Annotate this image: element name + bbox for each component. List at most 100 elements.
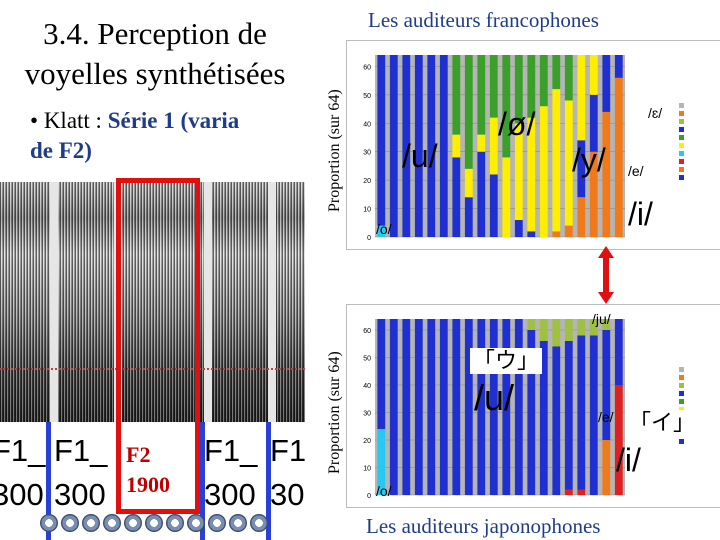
y-tick-label: 30 (363, 150, 371, 157)
chart-japonophones-ylabel: Proportion (sur 64) (326, 351, 343, 474)
bar-segment (589, 151, 598, 237)
film-reel-strip (40, 514, 290, 536)
bar-segment (464, 197, 473, 237)
reel-icon (250, 514, 268, 532)
bar-segment (539, 319, 548, 341)
spectrogram-gap (50, 182, 58, 422)
vowel-label-u: /u/ (402, 138, 438, 174)
bar-segment (477, 55, 486, 135)
bar-segment (589, 94, 598, 152)
bar-segment (577, 197, 586, 237)
bar-segment (489, 319, 498, 495)
vowel-label-i-jp: /i/ (616, 442, 641, 478)
bar-segment (377, 55, 386, 226)
bar-segment (564, 489, 573, 495)
bar-segment (427, 55, 436, 237)
vowel-label-ju-jp: /ju/ (592, 311, 611, 327)
bar-segment (439, 55, 448, 237)
bar-segment (589, 55, 598, 95)
bar-segment (452, 134, 461, 158)
legend-swatch (679, 127, 684, 132)
bar-segment (564, 341, 573, 490)
bar-segment (577, 140, 586, 198)
spectrogram-cell: F1_ (54, 433, 108, 468)
legend-swatch (679, 143, 684, 148)
legend-swatch (679, 159, 684, 164)
chart-francophones-title: Les auditeurs francophones (368, 8, 599, 32)
legend-swatch (679, 135, 684, 140)
bar-segment (502, 157, 511, 237)
y-tick-label: 10 (363, 207, 371, 214)
bar-segment (452, 319, 461, 495)
y-tick-label: 60 (363, 328, 371, 335)
chart-japonophones-svg: 0 10 20 30 40 50 60 (363, 319, 684, 500)
bar-segment (464, 55, 473, 169)
vowel-label-u-jp: /u/ (474, 377, 515, 418)
bar-segment (439, 319, 448, 495)
y-tick-label: 30 (363, 411, 371, 418)
bar-segment (577, 489, 586, 495)
bar-segment (514, 319, 523, 495)
y-tick-label: 10 (363, 466, 371, 473)
bar-segment (602, 330, 611, 440)
legend-swatch (679, 119, 684, 124)
bar-segment (564, 55, 573, 101)
legend-swatch (679, 383, 684, 388)
spectrogram-cell: F1 (270, 433, 305, 468)
reel-icon (82, 514, 100, 532)
reel-icon (145, 514, 163, 532)
bar-segment (489, 174, 498, 237)
bar-segment (614, 55, 623, 78)
spectrogram-gap (268, 182, 276, 422)
formant-dotted-line (0, 368, 305, 370)
legend-swatch (679, 367, 684, 372)
chart-japonophones: 0 10 20 30 40 50 60 (346, 304, 720, 508)
bar-segment (489, 117, 498, 175)
reel-icon (61, 514, 79, 532)
bar-segment (527, 117, 536, 232)
y-tick-label: 50 (363, 356, 371, 363)
spectrogram-cell: F1_ (0, 433, 46, 468)
bar-segment (614, 319, 623, 385)
divider-line (46, 422, 51, 540)
bullet-marker: • (30, 108, 39, 133)
bar-segment (514, 55, 523, 124)
bar-segment (552, 346, 561, 495)
vowel-label-o: /o/ (376, 221, 392, 237)
spectrogram-cell: 30 (270, 477, 305, 512)
bar-segment (602, 111, 611, 237)
bar-segment (589, 335, 598, 495)
legend-swatch (679, 103, 684, 108)
reel-icon (103, 514, 121, 532)
bar-segment (602, 319, 611, 330)
bar-segment (564, 225, 573, 237)
spectrogram-gap (204, 182, 212, 422)
vowel-label-i: /i/ (628, 196, 653, 232)
bar-segment (527, 231, 536, 237)
f2-highlight-label: F2 1900 (126, 440, 170, 500)
y-tick-label: 0 (367, 235, 371, 242)
reel-icon (208, 514, 226, 532)
legend-swatch (679, 175, 684, 180)
bar-segment (377, 429, 386, 495)
bullet-prefix: Klatt : (43, 108, 108, 133)
bar-segment (414, 319, 423, 495)
y-tick-label: 50 (363, 93, 371, 100)
kana-i-label: 「イ」 (626, 410, 699, 436)
bar-segment (552, 231, 561, 237)
bar-segment (602, 440, 611, 495)
spectrogram-cell: 300 (54, 477, 106, 512)
chart-francophones-svg: 0 10 20 30 40 50 60 (363, 55, 684, 242)
bar-segment (527, 55, 536, 118)
bar-segment (477, 134, 486, 152)
bullet-klatt: • Klatt : Série 1 (varia de F2) (30, 106, 292, 166)
bar-segment (539, 341, 548, 495)
reel-icon (40, 514, 58, 532)
bar-segment (577, 319, 586, 336)
bar-segment (427, 319, 436, 495)
bar-segment (477, 151, 486, 237)
bar-segment (552, 319, 561, 347)
double-arrow-icon (598, 246, 614, 304)
y-tick-label: 20 (363, 178, 371, 185)
bar-segment (527, 330, 536, 495)
